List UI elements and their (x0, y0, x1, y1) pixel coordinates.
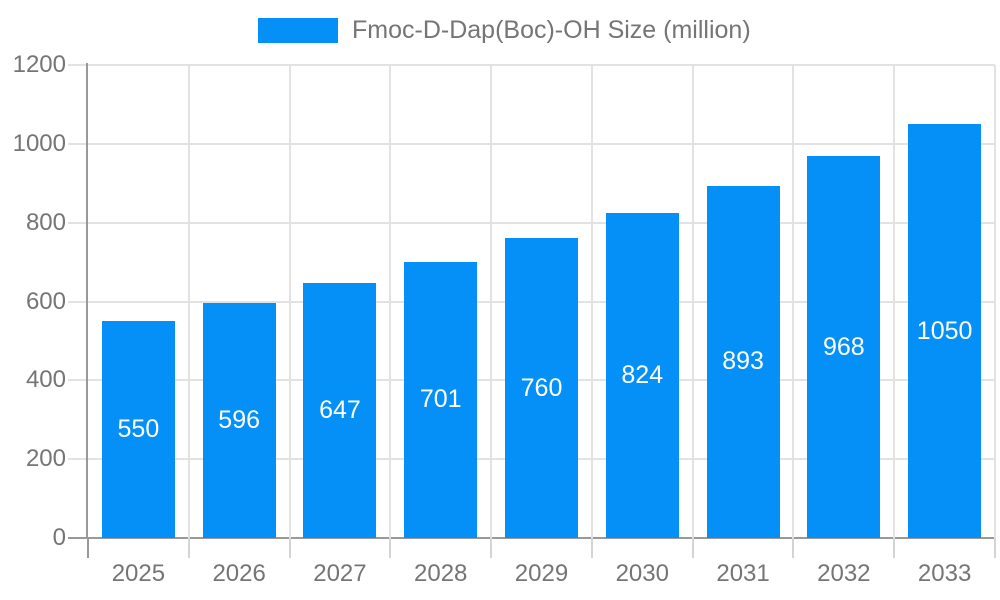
bar: 596 (202, 303, 276, 538)
y-gridline (68, 142, 995, 145)
x-tick-label: 2028 (414, 560, 468, 587)
bar: 647 (303, 282, 377, 538)
bar-value-label: 596 (218, 406, 261, 435)
bar: 1050 (908, 124, 982, 538)
y-tick-label: 1000 (12, 129, 66, 157)
x-axis-tick (187, 538, 190, 558)
x-tick-label: 2029 (514, 560, 569, 587)
x-gridline (490, 65, 493, 538)
x-axis-tick (389, 538, 392, 558)
x-tick-label: 2033 (917, 560, 972, 587)
x-axis-line (68, 537, 995, 539)
bar-value-label: 550 (117, 415, 160, 444)
x-axis-tick (691, 538, 694, 558)
y-gridline (68, 221, 995, 224)
y-tick-label: 200 (25, 445, 66, 473)
x-axis-tick (792, 538, 795, 558)
x-gridline (994, 65, 996, 538)
x-axis-tick (87, 538, 89, 558)
x-gridline (893, 65, 896, 538)
x-gridline (792, 65, 795, 538)
bar: 893 (706, 186, 780, 538)
x-axis-tick (288, 538, 291, 558)
bar-value-label: 893 (722, 347, 764, 376)
x-axis-tick (994, 538, 996, 558)
x-gridline (187, 65, 190, 538)
bar-value-label: 968 (822, 332, 865, 361)
x-tick-label: 2027 (313, 560, 367, 587)
x-gridline (691, 65, 694, 538)
x-tick-label: 2032 (817, 560, 871, 587)
y-tick-label: 0 (52, 524, 66, 551)
bar: 760 (505, 238, 578, 538)
bar-value-label: 701 (419, 385, 462, 414)
x-axis-tick (590, 538, 593, 558)
bar-value-label: 824 (621, 361, 664, 390)
legend-item[interactable]: Fmoc-D-Dap(Boc)-OH Size (million) (258, 18, 751, 43)
bar-value-label: 1050 (916, 316, 973, 345)
y-tick-label: 400 (25, 366, 66, 394)
y-tick-label: 600 (25, 287, 66, 315)
y-tick-label: 1200 (12, 51, 66, 78)
y-tick-label: 800 (25, 208, 66, 236)
x-gridline (389, 65, 392, 538)
bar: 550 (101, 321, 175, 538)
bar: 968 (807, 156, 881, 538)
x-tick-label: 2030 (615, 560, 669, 587)
bar-value-label: 760 (520, 373, 563, 402)
x-axis-tick (893, 538, 896, 558)
x-axis-tick (490, 538, 493, 558)
bar-value-label: 647 (319, 395, 361, 424)
legend-label: Fmoc-D-Dap(Boc)-OH Size (million) (352, 16, 751, 44)
x-gridline (288, 65, 291, 538)
x-tick-label: 2031 (716, 560, 770, 587)
x-tick-label: 2026 (212, 560, 266, 587)
bar: 824 (605, 213, 679, 538)
x-gridline (590, 65, 593, 538)
x-tick-label: 2025 (111, 560, 166, 587)
y-axis-line (86, 63, 88, 538)
bar: 701 (404, 261, 478, 538)
y-gridline (68, 64, 995, 66)
legend-swatch-icon (258, 18, 338, 43)
